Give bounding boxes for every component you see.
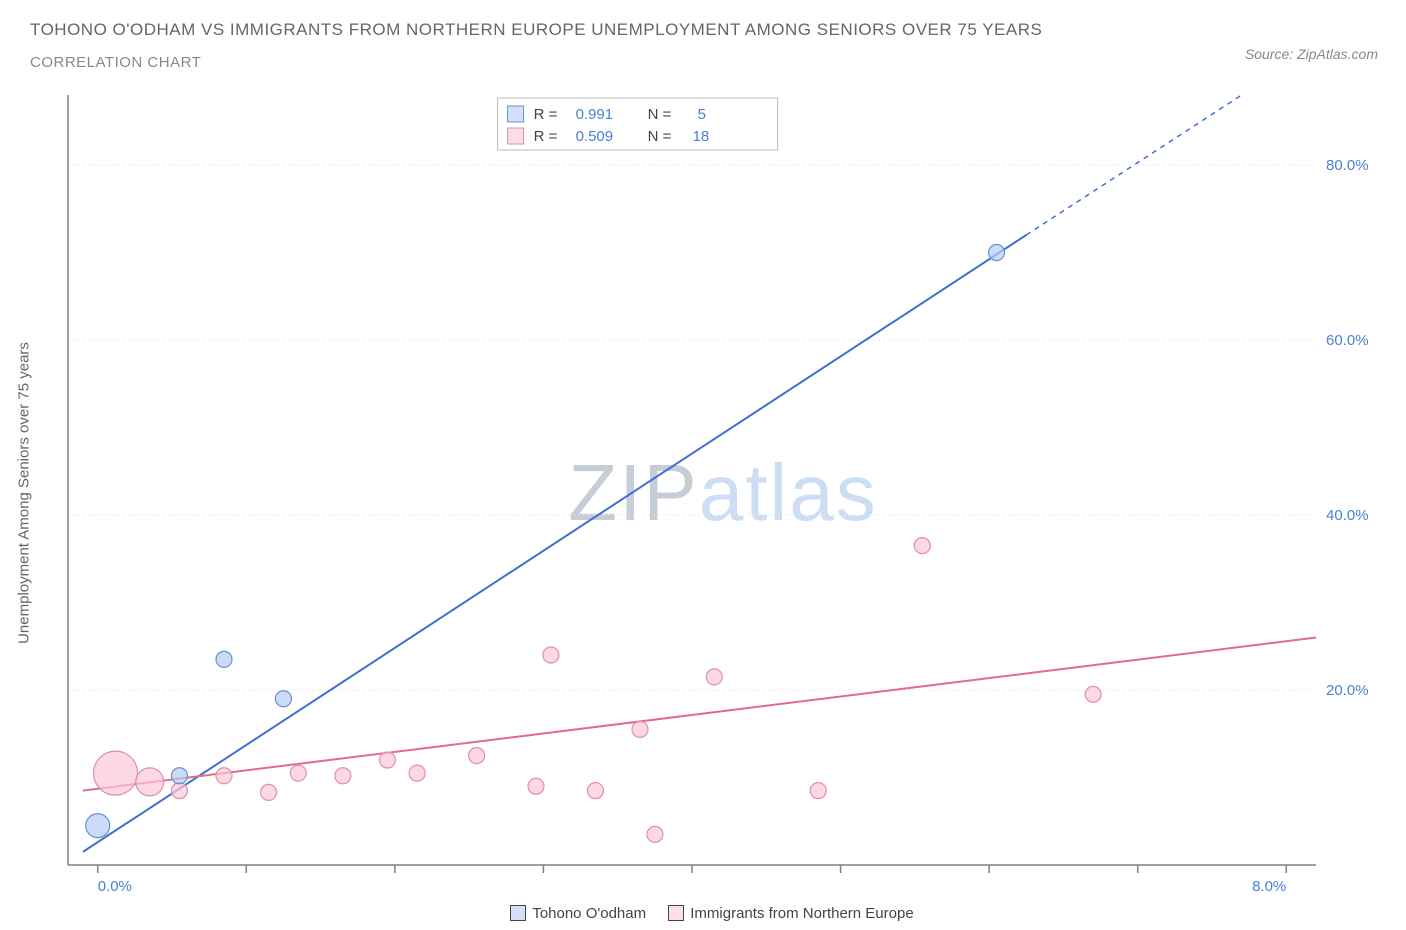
- stats-r-label: R =: [534, 128, 558, 145]
- data-point-pink: [587, 783, 603, 799]
- stats-r-value-pink: 0.509: [576, 128, 614, 145]
- y-tick-label: 40.0%: [1326, 507, 1369, 524]
- stats-swatch-blue: [508, 106, 524, 122]
- trend-line-blue: [83, 235, 1026, 852]
- data-point-pink: [647, 826, 663, 842]
- data-point-blue: [216, 651, 232, 667]
- stats-r-label: R =: [534, 106, 558, 123]
- data-point-blue: [171, 768, 187, 784]
- x-tick-label: 0.0%: [98, 878, 132, 895]
- data-point-pink: [1085, 686, 1101, 702]
- legend-swatch-pink: [668, 905, 684, 921]
- y-tick-label: 80.0%: [1326, 157, 1369, 174]
- data-point-pink: [632, 721, 648, 737]
- y-axis-label: Unemployment Among Seniors over 75 years: [16, 342, 33, 644]
- data-point-pink: [528, 778, 544, 794]
- data-point-pink: [171, 783, 187, 799]
- chart-title-line1: TOHONO O'ODHAM VS IMMIGRANTS FROM NORTHE…: [30, 20, 1376, 40]
- data-point-pink: [469, 748, 485, 764]
- stats-n-value-blue: 5: [698, 106, 706, 123]
- x-tick-label: 8.0%: [1252, 878, 1286, 895]
- bottom-legend: Tohono O'odham Immigrants from Northern …: [0, 905, 1406, 922]
- data-point-pink: [810, 783, 826, 799]
- stats-swatch-pink: [508, 128, 524, 144]
- trend-line-pink: [83, 638, 1316, 791]
- stats-n-value-pink: 18: [693, 128, 710, 145]
- data-point-blue: [989, 245, 1005, 261]
- title-area: TOHONO O'ODHAM VS IMMIGRANTS FROM NORTHE…: [0, 0, 1406, 71]
- data-point-pink: [136, 768, 164, 796]
- source-attribution: Source: ZipAtlas.com: [1245, 46, 1378, 62]
- y-tick-label: 20.0%: [1326, 682, 1369, 699]
- chart-title-line2: CORRELATION CHART: [30, 54, 1376, 71]
- legend-label-pink: Immigrants from Northern Europe: [690, 905, 913, 922]
- legend-label-blue: Tohono O'odham: [532, 905, 646, 922]
- data-point-pink: [335, 768, 351, 784]
- stats-n-label: N =: [648, 106, 672, 123]
- data-point-pink: [409, 765, 425, 781]
- chart-container: Unemployment Among Seniors over 75 years…: [60, 90, 1386, 895]
- data-point-pink: [216, 768, 232, 784]
- legend-swatch-blue: [510, 905, 526, 921]
- scatter-plot: 20.0% 40.0% 60.0% 80.0% 0.0% 8.0% R = 0.991 N = 5…: [60, 90, 1386, 895]
- stats-r-value-blue: 0.991: [576, 106, 614, 123]
- data-point-blue: [275, 691, 291, 707]
- data-point-pink: [543, 647, 559, 663]
- stats-n-label: N =: [648, 128, 672, 145]
- data-point-pink: [261, 784, 277, 800]
- y-tick-label: 60.0%: [1326, 332, 1369, 349]
- data-point-pink: [379, 752, 395, 768]
- data-point-blue: [86, 814, 110, 838]
- data-point-pink: [94, 751, 138, 795]
- data-point-pink: [706, 669, 722, 685]
- data-point-pink: [914, 538, 930, 554]
- data-point-pink: [290, 765, 306, 781]
